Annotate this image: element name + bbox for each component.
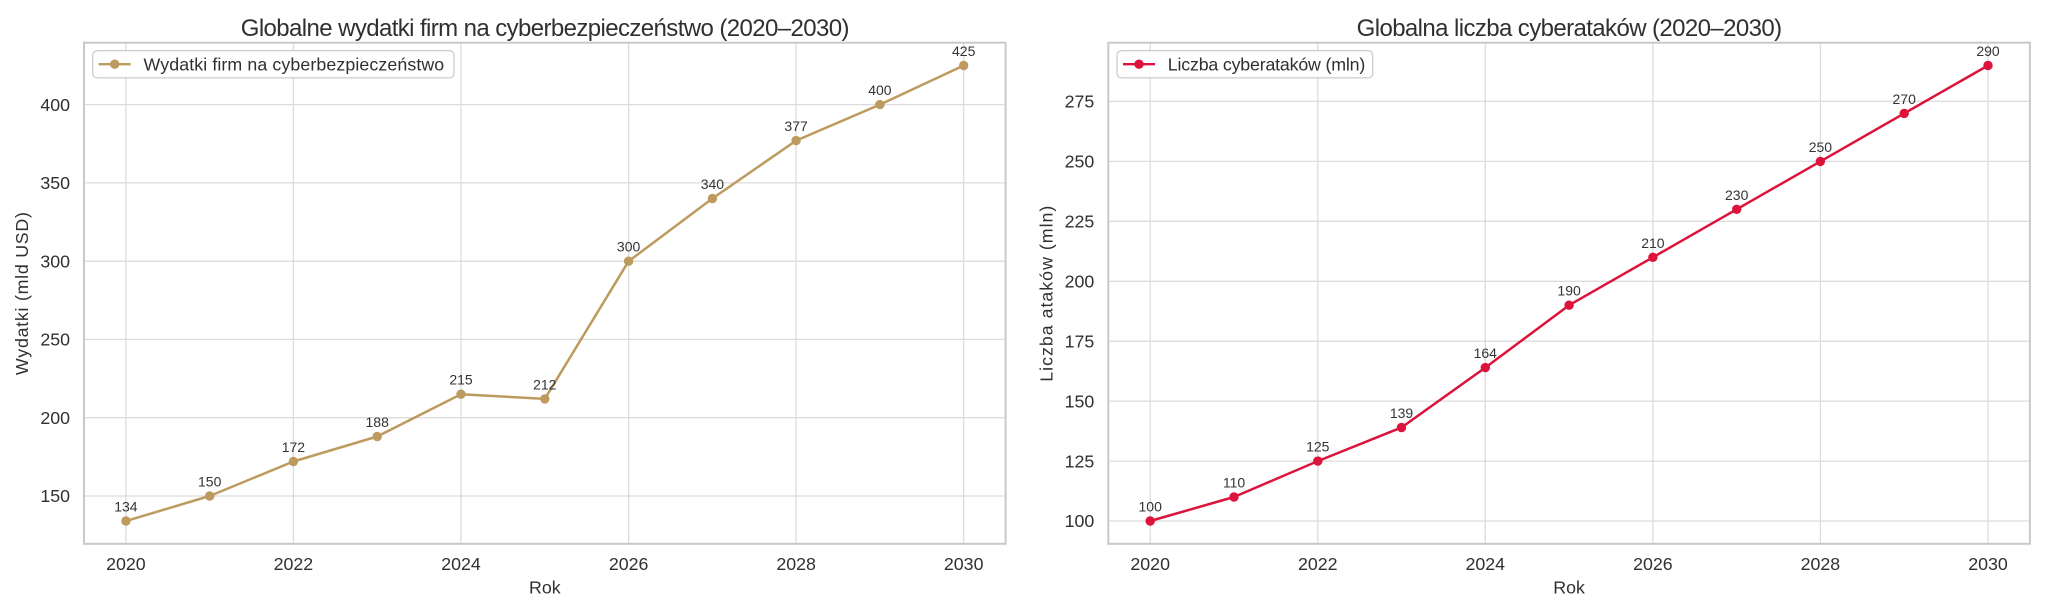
- svg-text:290: 290: [1976, 43, 2000, 59]
- svg-text:134: 134: [114, 499, 138, 515]
- svg-text:Liczba ataków (mln): Liczba ataków (mln): [1036, 205, 1056, 382]
- svg-text:172: 172: [282, 439, 306, 455]
- svg-text:Wydatki firm na cyberbezpiecze: Wydatki firm na cyberbezpieczeństwo: [144, 55, 445, 75]
- svg-text:250: 250: [1809, 139, 1833, 155]
- svg-text:2022: 2022: [1298, 554, 1338, 574]
- svg-text:2026: 2026: [609, 554, 649, 574]
- svg-text:2024: 2024: [1466, 554, 1506, 574]
- svg-text:225: 225: [1065, 212, 1095, 232]
- svg-text:230: 230: [1725, 187, 1749, 203]
- svg-text:210: 210: [1641, 235, 1665, 251]
- svg-text:300: 300: [617, 239, 641, 255]
- svg-text:300: 300: [40, 251, 70, 271]
- svg-text:Rok: Rok: [529, 578, 561, 598]
- svg-text:150: 150: [40, 486, 70, 506]
- svg-text:275: 275: [1065, 92, 1095, 112]
- svg-text:2020: 2020: [1130, 554, 1170, 574]
- svg-text:175: 175: [1065, 331, 1095, 351]
- svg-text:215: 215: [449, 372, 473, 388]
- svg-text:125: 125: [1306, 439, 1330, 455]
- svg-text:250: 250: [1065, 152, 1095, 172]
- svg-text:Globalne wydatki firm na cyber: Globalne wydatki firm na cyberbezpieczeń…: [241, 15, 849, 42]
- svg-text:2020: 2020: [106, 554, 146, 574]
- svg-text:340: 340: [701, 176, 725, 192]
- svg-text:Rok: Rok: [1553, 578, 1585, 598]
- svg-text:400: 400: [40, 95, 70, 115]
- svg-text:425: 425: [952, 43, 976, 59]
- svg-text:2030: 2030: [1968, 554, 2008, 574]
- svg-text:2024: 2024: [441, 554, 481, 574]
- svg-text:Wydatki (mld USD): Wydatki (mld USD): [12, 211, 32, 375]
- svg-text:Liczba cyberataków (mln): Liczba cyberataków (mln): [1168, 55, 1365, 75]
- svg-text:400: 400: [868, 82, 892, 98]
- svg-text:150: 150: [198, 474, 222, 490]
- svg-text:270: 270: [1893, 91, 1917, 107]
- svg-text:164: 164: [1474, 345, 1498, 361]
- svg-text:100: 100: [1065, 511, 1095, 531]
- svg-text:Globalna liczba cyberataków (2: Globalna liczba cyberataków (2020–2030): [1357, 15, 1782, 42]
- svg-text:2022: 2022: [274, 554, 314, 574]
- svg-text:100: 100: [1139, 499, 1163, 515]
- svg-text:2028: 2028: [776, 554, 816, 574]
- svg-text:150: 150: [1065, 391, 1095, 411]
- svg-text:377: 377: [784, 118, 808, 134]
- svg-text:212: 212: [533, 376, 557, 392]
- svg-text:350: 350: [40, 173, 70, 193]
- svg-text:125: 125: [1065, 451, 1095, 471]
- svg-text:190: 190: [1557, 283, 1581, 299]
- svg-text:139: 139: [1390, 405, 1414, 421]
- svg-text:200: 200: [1065, 272, 1095, 292]
- svg-text:250: 250: [40, 330, 70, 350]
- svg-text:2028: 2028: [1801, 554, 1841, 574]
- svg-text:188: 188: [366, 414, 390, 430]
- svg-text:2030: 2030: [944, 554, 984, 574]
- svg-text:110: 110: [1223, 475, 1246, 491]
- svg-text:200: 200: [40, 408, 70, 428]
- svg-text:2026: 2026: [1633, 554, 1673, 574]
